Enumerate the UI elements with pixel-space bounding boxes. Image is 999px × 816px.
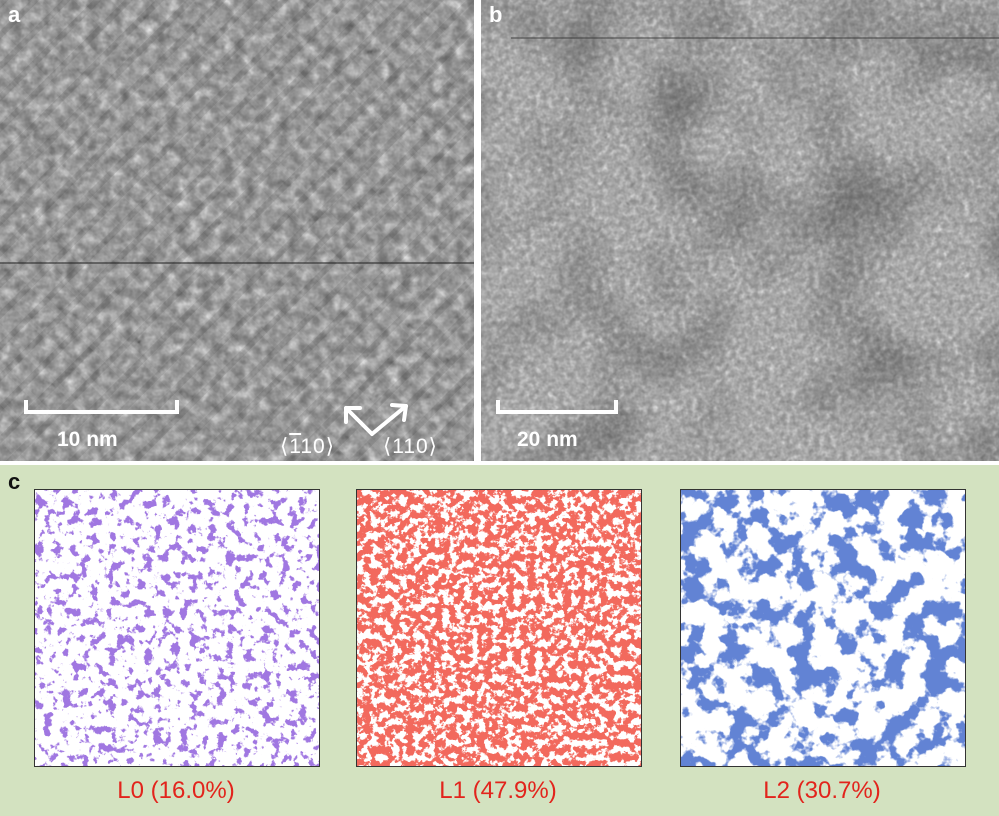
coverage-speckle xyxy=(35,490,319,766)
scalebar-a xyxy=(24,400,179,414)
stm-image-b: b 20 nm xyxy=(481,0,999,461)
height-map-l2-texture xyxy=(681,490,965,766)
direction-label-1: ⟨110⟩ xyxy=(280,434,335,459)
height-map-l1-label: L1 (47.9%) xyxy=(439,777,557,804)
direction-1-prefix: ⟨ xyxy=(280,435,290,458)
stm-texture-a xyxy=(0,0,474,461)
coverage-speckle xyxy=(681,490,965,766)
height-map-l2 xyxy=(680,489,966,767)
height-map-l1 xyxy=(356,489,642,767)
panel-c: c L0 (16.0%) L1 (47.9%) L2 (30.7%) xyxy=(0,465,999,816)
panel-letter-b: b xyxy=(489,2,503,27)
height-map-l0-label: L0 (16.0%) xyxy=(117,777,235,804)
scalebar-label-a: 10 nm xyxy=(57,428,118,451)
scalebar-b xyxy=(496,400,618,414)
coverage-speckle xyxy=(357,490,641,766)
height-map-l1-texture xyxy=(357,490,641,766)
height-map-l0 xyxy=(34,489,320,767)
panel-letter-c: c xyxy=(8,469,21,494)
height-map-l2-label: L2 (30.7%) xyxy=(763,777,881,804)
panel-letter-a: a xyxy=(8,2,21,27)
scalebar-label-b: 20 nm xyxy=(517,428,578,451)
direction-1-bar-digit: 1 xyxy=(289,435,302,458)
stm-image-a: a 10 nm ⟨110⟩ ⟨110⟩ xyxy=(0,0,474,461)
direction-1-suffix: 10⟩ xyxy=(301,435,335,458)
direction-label-2: ⟨110⟩ xyxy=(383,435,438,458)
crystal-direction-arrows-icon xyxy=(344,403,408,436)
stm-texture-b xyxy=(481,0,999,461)
height-map-l0-texture xyxy=(35,490,319,766)
